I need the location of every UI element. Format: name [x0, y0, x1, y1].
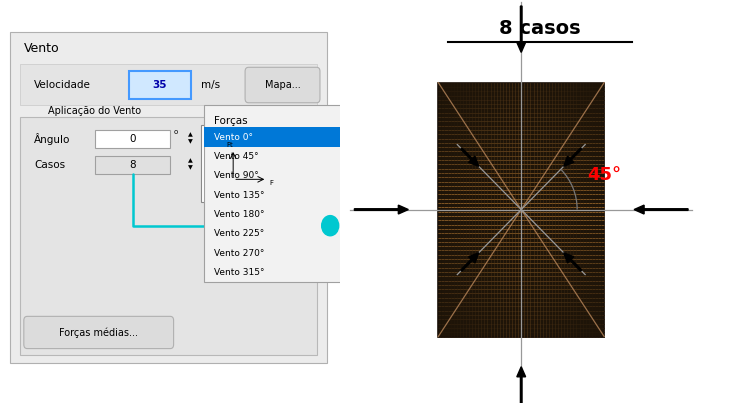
- FancyArrow shape: [354, 205, 408, 214]
- Bar: [438, 83, 604, 337]
- FancyBboxPatch shape: [204, 127, 357, 147]
- FancyBboxPatch shape: [21, 64, 317, 105]
- Text: Ângulo: Ângulo: [34, 133, 70, 145]
- Text: 8: 8: [130, 160, 136, 170]
- Text: Vento 180°: Vento 180°: [215, 210, 265, 219]
- FancyArrow shape: [461, 148, 479, 166]
- Text: ▲: ▲: [188, 133, 193, 137]
- FancyBboxPatch shape: [130, 71, 191, 99]
- Text: m/s: m/s: [201, 80, 220, 90]
- FancyArrow shape: [517, 6, 525, 52]
- Text: Vento 225°: Vento 225°: [215, 229, 265, 238]
- Text: Velocidade: Velocidade: [34, 80, 91, 89]
- Text: Vento 45°: Vento 45°: [215, 152, 259, 161]
- FancyBboxPatch shape: [245, 67, 320, 103]
- Text: 0: 0: [130, 134, 136, 144]
- FancyBboxPatch shape: [95, 130, 170, 148]
- Text: Ft: Ft: [226, 142, 233, 148]
- Text: 45°: 45°: [587, 166, 622, 184]
- Text: 35: 35: [152, 80, 167, 90]
- FancyBboxPatch shape: [201, 125, 310, 202]
- FancyBboxPatch shape: [10, 32, 327, 363]
- FancyArrow shape: [634, 205, 688, 214]
- Text: Casos: Casos: [34, 160, 65, 170]
- Text: F: F: [269, 181, 273, 186]
- Text: Vento 315°: Vento 315°: [215, 268, 265, 277]
- Text: ▲: ▲: [188, 158, 193, 163]
- FancyArrow shape: [517, 367, 525, 403]
- Text: Vento 135°: Vento 135°: [215, 191, 265, 199]
- FancyBboxPatch shape: [24, 316, 174, 349]
- Text: Forças: Forças: [215, 116, 248, 126]
- Text: ▼: ▼: [188, 165, 193, 170]
- FancyBboxPatch shape: [21, 117, 317, 355]
- Text: Vento 270°: Vento 270°: [215, 249, 265, 258]
- Circle shape: [322, 216, 339, 236]
- FancyArrow shape: [564, 253, 582, 271]
- Text: Vento 90°: Vento 90°: [215, 171, 259, 180]
- Text: Forças médias...: Forças médias...: [59, 327, 138, 338]
- Text: ▼: ▼: [188, 139, 193, 144]
- Text: 8 casos: 8 casos: [500, 19, 581, 38]
- FancyBboxPatch shape: [95, 156, 170, 174]
- FancyArrow shape: [461, 253, 479, 271]
- Text: Mapa...: Mapa...: [265, 80, 300, 90]
- Text: o: o: [174, 129, 178, 135]
- Text: Aplicação do Vento: Aplicação do Vento: [47, 106, 141, 116]
- Text: Vento 0°: Vento 0°: [215, 133, 254, 141]
- FancyBboxPatch shape: [204, 105, 357, 282]
- FancyArrow shape: [564, 148, 582, 166]
- Text: Vento: Vento: [24, 42, 59, 55]
